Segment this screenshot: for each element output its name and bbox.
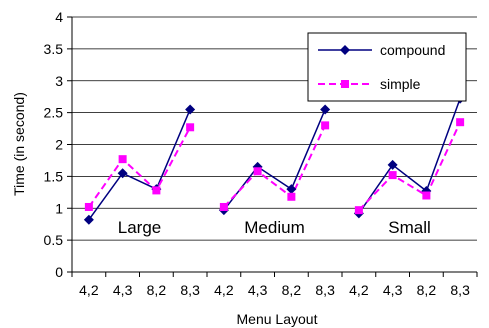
y-tick-label: 3.5 (44, 41, 64, 57)
x-tick-label: 8,2 (282, 282, 302, 298)
y-tick-label: 0.5 (44, 232, 64, 248)
legend-marker-compound (340, 45, 350, 55)
data-point-simple (287, 192, 296, 201)
data-point-simple (456, 118, 465, 127)
x-tick-label: 8,3 (315, 282, 335, 298)
data-point-compound (83, 214, 94, 225)
x-tick-labels: 4,2 4,3 8,2 8,3 4,2 4,3 8,2 8,3 4,2 4,3 8,2 8,3 (79, 282, 470, 298)
x-tick-label: 4,3 (113, 282, 133, 298)
y-tick-label: 4 (55, 9, 63, 25)
x-tick-label: 8,3 (450, 282, 470, 298)
x-axis-label: Menu Layout (237, 311, 318, 327)
series-line-compound (88, 109, 191, 221)
legend-marker-simple (341, 80, 349, 88)
legend-label-compound: compound (380, 42, 445, 58)
y-tick-label: 3 (55, 73, 63, 89)
legend-box (307, 32, 467, 102)
data-point-compound (185, 104, 196, 115)
x-tick-label: 8,2 (147, 282, 167, 298)
y-tick-label: 1 (55, 200, 63, 216)
x-tick-label: 4,3 (248, 282, 268, 298)
group-labels: Large Medium Small (118, 218, 431, 237)
data-point-compound (117, 168, 128, 179)
y-tick-label: 2.5 (44, 105, 64, 121)
data-point-simple (354, 206, 363, 215)
axes (67, 16, 478, 277)
x-tick-label: 8,2 (417, 282, 437, 298)
x-tick-label: 4,2 (349, 282, 369, 298)
data-point-simple (422, 191, 431, 200)
x-tick-label: 4,2 (79, 282, 99, 298)
y-tick-label: 1.5 (44, 168, 64, 184)
data-point-simple (253, 167, 262, 176)
group-label: Medium (244, 218, 304, 237)
y-tick-label: 0 (55, 264, 63, 280)
data-point-simple (219, 202, 228, 211)
series-line-compound (358, 98, 461, 214)
legend-label-simple: simple (380, 76, 421, 92)
legend: compound simple (307, 32, 467, 102)
x-tick-label: 8,3 (180, 282, 200, 298)
data-point-simple (118, 155, 127, 164)
data-point-compound (286, 184, 297, 195)
series-line-simple (223, 124, 327, 208)
x-tick-label: 4,2 (214, 282, 234, 298)
y-tick-label: 2 (55, 137, 63, 153)
y-tick-labels: 0 0.5 1 1.5 2 2.5 3 3.5 4 (44, 9, 64, 280)
group-label: Small (388, 218, 431, 237)
data-point-simple (186, 123, 195, 132)
y-axis-label: Time (in second) (11, 92, 27, 196)
series-layer (83, 93, 466, 225)
series-line-simple (88, 126, 191, 208)
group-label: Large (118, 218, 161, 237)
data-point-simple (84, 202, 93, 211)
data-point-simple (152, 186, 161, 195)
x-tick-label: 4,3 (383, 282, 403, 298)
data-point-compound (320, 104, 331, 115)
data-point-simple (321, 121, 330, 130)
data-point-simple (388, 171, 397, 180)
data-point-compound (387, 159, 398, 170)
series-line-simple (358, 121, 462, 211)
